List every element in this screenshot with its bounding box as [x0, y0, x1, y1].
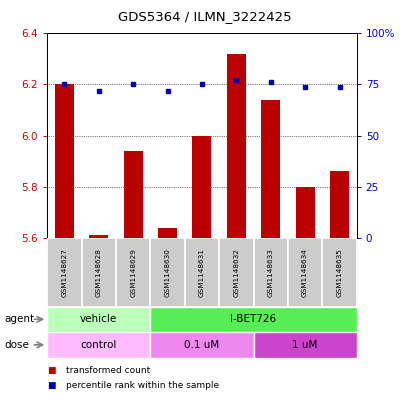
Bar — [81, 238, 116, 307]
Text: GSM1148634: GSM1148634 — [301, 248, 307, 297]
Bar — [150, 332, 253, 358]
Text: GDS5364 / ILMN_3222425: GDS5364 / ILMN_3222425 — [118, 10, 291, 23]
Text: vehicle: vehicle — [80, 314, 117, 324]
Bar — [47, 238, 81, 307]
Bar — [253, 238, 287, 307]
Bar — [124, 151, 142, 238]
Text: agent: agent — [4, 314, 34, 324]
Text: ■: ■ — [47, 382, 56, 390]
Bar — [226, 54, 245, 238]
Text: GSM1148631: GSM1148631 — [198, 248, 204, 297]
Bar — [150, 307, 356, 332]
Text: GSM1148628: GSM1148628 — [96, 248, 101, 297]
Text: percentile rank within the sample: percentile rank within the sample — [65, 382, 218, 390]
Bar — [150, 238, 184, 307]
Bar — [89, 235, 108, 238]
Text: 1 uM: 1 uM — [292, 340, 317, 350]
Text: GSM1148627: GSM1148627 — [61, 248, 67, 297]
Bar — [261, 100, 279, 238]
Bar — [287, 238, 321, 307]
Text: GSM1148632: GSM1148632 — [233, 248, 239, 297]
Text: I-BET726: I-BET726 — [230, 314, 276, 324]
Bar — [47, 307, 150, 332]
Bar — [253, 332, 356, 358]
Text: control: control — [80, 340, 117, 350]
Text: transformed count: transformed count — [65, 366, 149, 375]
Bar — [158, 228, 177, 238]
Text: 0.1 uM: 0.1 uM — [184, 340, 219, 350]
Text: GSM1148635: GSM1148635 — [336, 248, 342, 297]
Bar — [116, 238, 150, 307]
Text: GSM1148630: GSM1148630 — [164, 248, 170, 297]
Bar — [55, 84, 74, 238]
Bar — [218, 238, 253, 307]
Text: dose: dose — [4, 340, 29, 350]
Bar — [47, 332, 150, 358]
Bar — [329, 171, 348, 238]
Bar — [192, 136, 211, 238]
Text: ■: ■ — [47, 366, 56, 375]
Text: GSM1148629: GSM1148629 — [130, 248, 136, 297]
Bar — [295, 187, 314, 238]
Bar — [184, 238, 218, 307]
Text: GSM1148633: GSM1148633 — [267, 248, 273, 297]
Bar — [321, 238, 356, 307]
